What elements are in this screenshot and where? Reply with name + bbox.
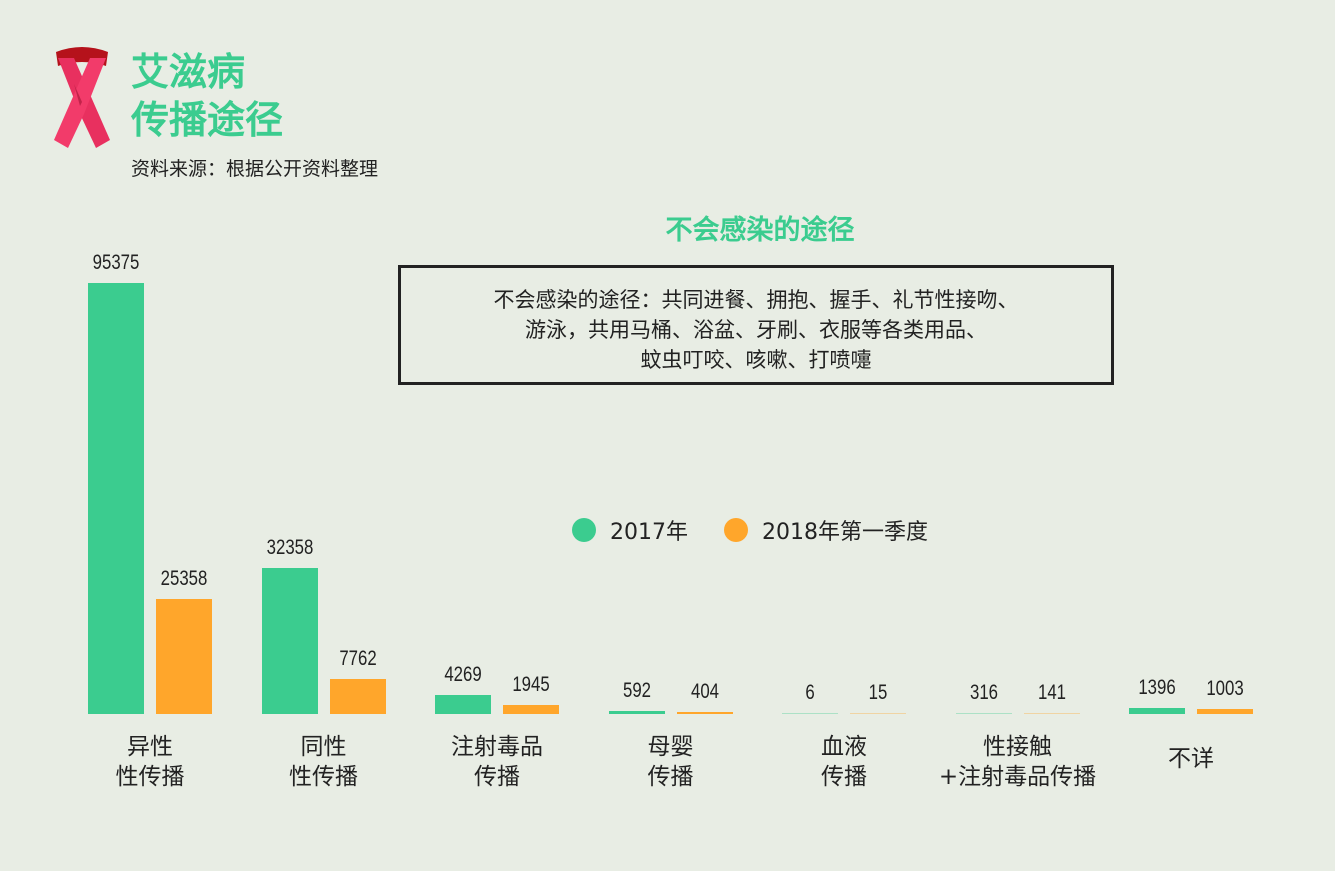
category-label: 血液 传播 <box>821 734 867 790</box>
category-label: 不详 <box>1168 746 1214 772</box>
bar-value-label: 141 <box>1037 680 1066 704</box>
bar <box>1129 707 1185 714</box>
bar-value-label: 316 <box>969 680 998 704</box>
bar <box>676 712 733 714</box>
chart-legend: 2017年 2018年第一季度 <box>572 514 964 546</box>
bar-value-label: 4269 <box>444 662 482 686</box>
legend-item-2018q1: 2018年第一季度 <box>724 514 928 546</box>
red-ribbon-icon <box>54 47 110 148</box>
category-label: 性接触 +注射毒品传播 <box>938 734 1097 790</box>
bar <box>329 678 386 714</box>
bar-value-label: 25358 <box>160 567 208 591</box>
legend-label: 2017年 <box>610 520 688 545</box>
category-label: 异性 性传播 <box>115 734 185 790</box>
legend-label: 2018年第一季度 <box>762 520 928 545</box>
page-title: 艾滋病 传播途径 <box>131 48 283 144</box>
bar <box>608 711 665 714</box>
title-line-1: 艾滋病 <box>131 50 246 94</box>
bar <box>503 705 559 714</box>
note-line: 不会感染的途径：共同进餐、拥抱、握手、礼节性接吻、 <box>493 288 1019 312</box>
legend-dot-icon <box>724 518 748 542</box>
note-heading: 不会感染的途径 <box>665 215 855 246</box>
title-line-2: 传播途径 <box>131 98 284 142</box>
category-label: 母婴 传播 <box>647 734 694 790</box>
bar-value-label: 7762 <box>338 646 377 670</box>
bar <box>156 599 212 714</box>
legend-dot-icon <box>572 518 596 542</box>
bar-value-label: 6 <box>805 680 815 704</box>
bar-value-label: 1003 <box>1206 677 1244 701</box>
bar-value-label: 592 <box>622 679 651 703</box>
note-line: 蚊虫叮咬、咳嗽、打喷嚏 <box>640 348 872 372</box>
bar-value-label: 1945 <box>512 673 550 697</box>
bar-value-label: 1396 <box>1138 675 1176 699</box>
bar <box>1197 709 1253 714</box>
legend-item-2017: 2017年 <box>572 514 688 546</box>
bar <box>1023 712 1080 714</box>
bar <box>435 694 491 714</box>
bar <box>88 283 144 714</box>
bar <box>782 712 838 714</box>
bar-value-label: 404 <box>690 680 719 704</box>
source-text: 资料来源：根据公开资料整理 <box>131 158 379 180</box>
bar <box>850 712 906 714</box>
bar-value-label: 15 <box>868 680 888 704</box>
category-label: 同性 性传播 <box>289 734 358 790</box>
note-line: 游泳，共用马桶、浴盆、牙刷、衣服等各类用品、 <box>525 318 987 342</box>
note-box: 不会感染的途径：共同进餐、拥抱、握手、礼节性接吻、 游泳，共用马桶、浴盆、牙刷、… <box>398 265 1114 385</box>
bar-value-label: 32358 <box>266 535 313 559</box>
bar <box>955 712 1012 714</box>
bar <box>261 567 318 714</box>
category-label: 注射毒品 传播 <box>451 734 543 790</box>
bar-value-label: 95375 <box>92 251 140 274</box>
